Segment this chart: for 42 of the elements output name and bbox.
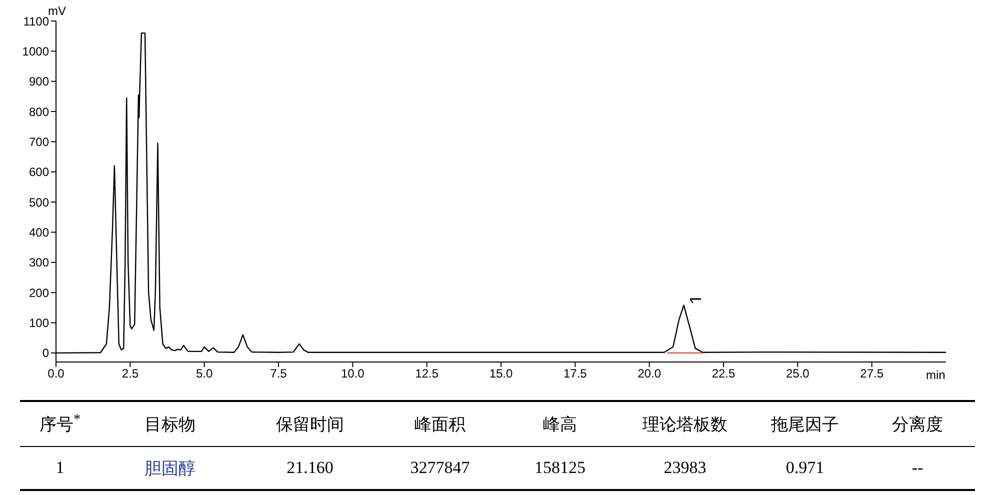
text: 峰高 <box>543 414 577 434</box>
text: 1 <box>56 458 64 477</box>
text: 目标物 <box>144 414 196 434</box>
x-tick-label: 10.0 <box>340 366 365 381</box>
x-tick-label: 15.0 <box>489 366 513 381</box>
text: 理论塔板数 <box>642 414 728 434</box>
y-tick-label: 200 <box>28 286 50 300</box>
text: 序号$^{*}$ <box>39 412 81 434</box>
x-tick-label: 22.5 <box>712 366 736 381</box>
y-tick-label: 600 <box>28 165 50 180</box>
y-tick-label: 1100 <box>23 14 50 28</box>
y-tick-label: 900 <box>28 74 50 89</box>
y-tick-label: 1000 <box>22 44 50 58</box>
x-tick-label: 2.5 <box>122 366 139 381</box>
y-tick-label: 400 <box>28 226 50 240</box>
text: 胆固醇 <box>144 458 196 478</box>
x-tick-label: 7.5 <box>270 366 288 381</box>
text: 分离度 <box>892 414 943 434</box>
text: 拖尾因子 <box>771 414 839 434</box>
y-tick-label: 700 <box>28 134 50 149</box>
x-tick-label: 17.5 <box>563 366 588 381</box>
y-tick-label: 100 <box>28 316 50 330</box>
y-axis-title: mV <box>48 4 66 18</box>
x-tick-label: 12.5 <box>415 366 439 381</box>
text: 21.160 <box>286 458 334 477</box>
x-tick-label: 20.0 <box>638 366 662 381</box>
text: 峰面积 <box>414 414 466 434</box>
text: 23983 <box>664 458 706 477</box>
text: 158125 <box>534 458 586 477</box>
x-tick-label: 5.0 <box>196 366 213 381</box>
x-tick-label: 27.5 <box>860 366 884 381</box>
text: -- <box>912 458 924 477</box>
x-axis-title: min <box>926 368 946 382</box>
y-tick-label: 500 <box>28 195 50 210</box>
y-tick-label: 300 <box>28 256 50 270</box>
x-tick-label: 0.0 <box>48 366 65 381</box>
y-tick-label: 800 <box>28 104 50 119</box>
text: 保留时间 <box>276 414 344 434</box>
text: 3277847 <box>410 458 470 477</box>
text: 0.971 <box>786 458 824 477</box>
y-tick-label: 0 <box>42 346 50 360</box>
x-tick-label: 25.0 <box>786 366 810 381</box>
